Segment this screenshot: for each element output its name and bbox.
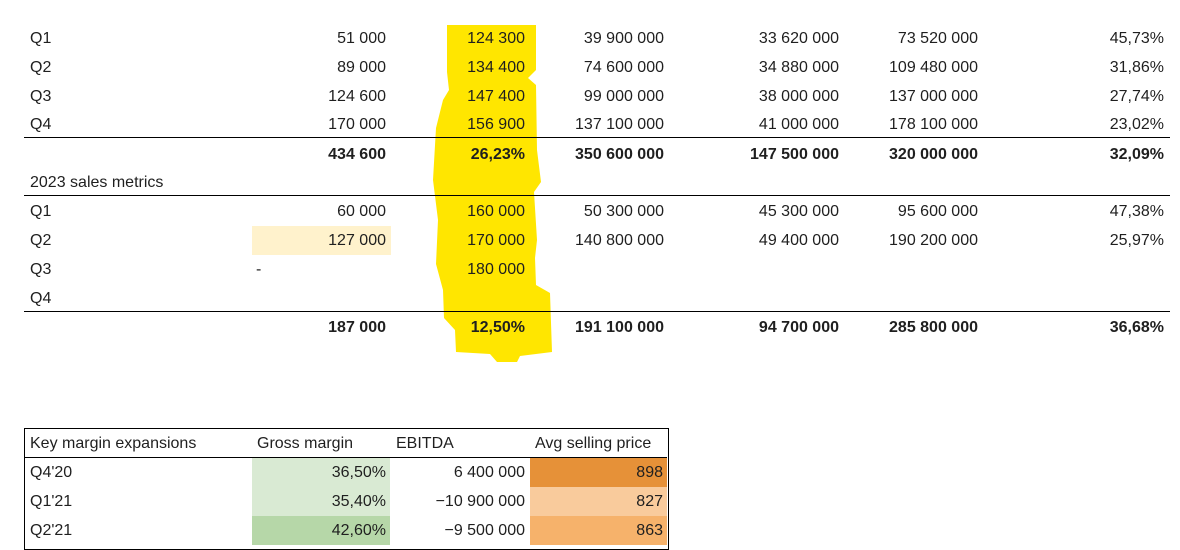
- cell-value: 27,74%: [1109, 88, 1164, 105]
- margins-row-label: Q1'21: [30, 493, 73, 510]
- total-value: 36,68%: [1109, 319, 1164, 336]
- total-value: 187 000: [328, 319, 386, 336]
- header-avg-price: Avg selling price: [535, 435, 652, 452]
- cell-value: 170 000: [467, 232, 525, 249]
- ebitda-cell: −10 900 000: [435, 493, 525, 510]
- total-value: 32,09%: [1109, 146, 1164, 163]
- asp-cell: 863: [530, 516, 667, 545]
- row-label: Q2: [30, 232, 52, 249]
- row-label: Q1: [30, 203, 52, 220]
- cell-value: 45,73%: [1109, 30, 1164, 47]
- total-value: 350 600 000: [575, 146, 664, 163]
- total-value: 147 500 000: [750, 146, 839, 163]
- cell-value: 49 400 000: [758, 232, 839, 249]
- cell-value: 73 520 000: [897, 30, 978, 47]
- cell-value: 140 800 000: [575, 232, 664, 249]
- cell-value: 147 400: [467, 88, 525, 105]
- row-label: Q4: [30, 116, 52, 133]
- asp-cell: 898: [530, 458, 667, 487]
- section-title-2023: 2023 sales metrics: [30, 174, 164, 191]
- section-rule-2023: [24, 195, 1170, 196]
- cell-value: 23,02%: [1109, 116, 1164, 133]
- cell-value: 89 000: [337, 59, 386, 76]
- total-value: 94 700 000: [758, 319, 839, 336]
- asp-cell: 827: [530, 487, 667, 516]
- cell-value: 60 000: [337, 203, 386, 220]
- cell-value: 137 100 000: [575, 116, 664, 133]
- cell-value: 124 600: [328, 88, 386, 105]
- total-value: 191 100 000: [575, 319, 664, 336]
- cell-value: 47,38%: [1109, 203, 1164, 220]
- gross-margin-cell: 35,40%: [252, 487, 390, 516]
- gross-margin-cell: 42,60%: [252, 516, 390, 545]
- row-label: Q4: [30, 290, 52, 307]
- cell-value: 160 000: [467, 203, 525, 220]
- total-rule-1: [24, 137, 1170, 138]
- total-value: 26,23%: [470, 146, 525, 163]
- cell-value: 170 000: [328, 116, 386, 133]
- cell-value: 51 000: [337, 30, 386, 47]
- total-value: 12,50%: [470, 319, 525, 336]
- total-rule-2: [24, 311, 1170, 312]
- total-value: 285 800 000: [889, 319, 978, 336]
- row-label: Q2: [30, 59, 52, 76]
- cell-value: 156 900: [467, 116, 525, 133]
- ebitda-cell: 6 400 000: [453, 464, 525, 481]
- cell-value: 39 900 000: [583, 30, 664, 47]
- cell-value: 25,97%: [1109, 232, 1164, 249]
- gross-margin-cell: 36,50%: [252, 458, 390, 487]
- cell-value: 33 620 000: [758, 30, 839, 47]
- cell-value: 95 600 000: [897, 203, 978, 220]
- cell-value: 99 000 000: [583, 88, 664, 105]
- ebitda-cell: −9 500 000: [444, 522, 525, 539]
- cell-value: 124 300: [467, 30, 525, 47]
- margins-row-label: Q4'20: [30, 464, 73, 481]
- cell-value: 134 400: [467, 59, 525, 76]
- header-ebitda: EBITDA: [396, 435, 454, 452]
- cell-value: 38 000 000: [758, 88, 839, 105]
- cell-value: 190 200 000: [889, 232, 978, 249]
- cell-value: 45 300 000: [758, 203, 839, 220]
- cell-value: 109 480 000: [889, 59, 978, 76]
- total-value: 434 600: [328, 146, 386, 163]
- cell-value: 178 100 000: [889, 116, 978, 133]
- total-value: 320 000 000: [889, 146, 978, 163]
- cell-value: 34 880 000: [758, 59, 839, 76]
- cell-value: 41 000 000: [758, 116, 839, 133]
- cell-value: 74 600 000: [583, 59, 664, 76]
- cell-value: 180 000: [467, 261, 525, 278]
- header-gross-margin: Gross margin: [257, 435, 354, 452]
- header-key-margin: Key margin expansions: [30, 435, 197, 452]
- cell-value: 127 000: [328, 232, 386, 249]
- cell-dash: -: [256, 261, 262, 278]
- cell-highlight: [252, 226, 391, 255]
- row-label: Q3: [30, 88, 52, 105]
- margins-row-label: Q2'21: [30, 522, 73, 539]
- row-label: Q3: [30, 261, 52, 278]
- cell-value: 31,86%: [1109, 59, 1164, 76]
- row-label: Q1: [30, 30, 52, 47]
- cell-value: 50 300 000: [583, 203, 664, 220]
- cell-value: 137 000 000: [889, 88, 978, 105]
- margins-header-rule: [24, 457, 667, 458]
